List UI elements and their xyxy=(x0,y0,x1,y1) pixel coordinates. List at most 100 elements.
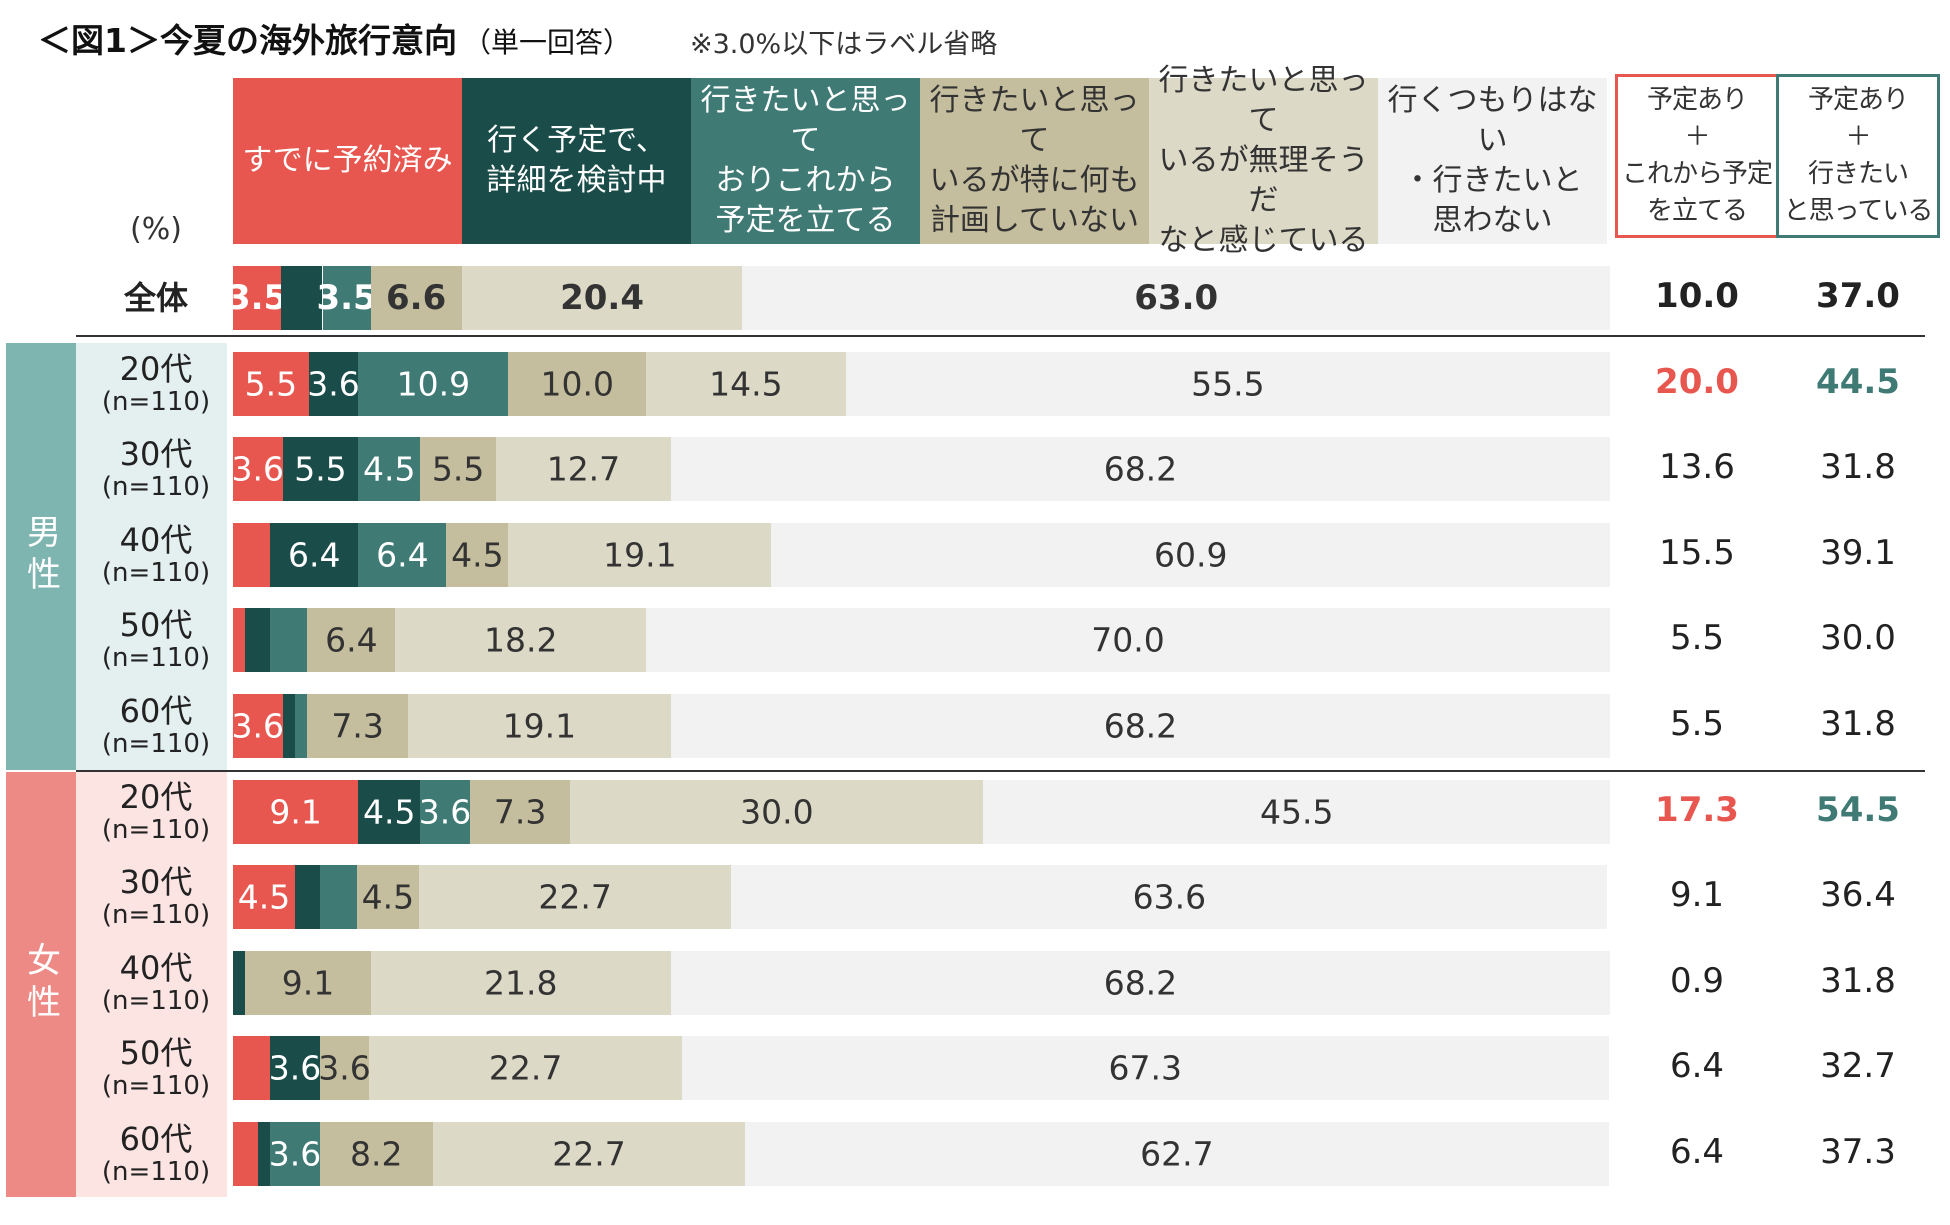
data-label: 55.5 xyxy=(1191,364,1265,404)
data-label: 5.5 xyxy=(294,449,347,489)
data-label: 5.5 xyxy=(431,449,485,489)
bar-segment-no_intent xyxy=(681,1036,1609,1101)
data-label: 3.6 xyxy=(418,792,472,832)
summary-value: 32.7 xyxy=(1820,1046,1896,1087)
bar-segment-planning xyxy=(270,1122,320,1186)
summary-value: 6.4 xyxy=(1669,1046,1725,1087)
row-label: 30代 (n=110) xyxy=(86,429,226,509)
data-label: 18.2 xyxy=(484,620,558,660)
bar-segment-no_plan xyxy=(319,1036,370,1101)
data-label: 3.6 xyxy=(231,449,285,489)
bar-segment-no_intent xyxy=(983,779,1610,844)
bar-segment-detailing xyxy=(281,266,323,330)
data-label: 6.4 xyxy=(376,535,429,575)
row-label-n: (n=110) xyxy=(101,557,211,588)
summary-value: 15.5 xyxy=(1659,532,1735,573)
data-label: 14.5 xyxy=(709,364,783,404)
group-label-male: 男性 xyxy=(6,342,76,770)
data-label: 60.9 xyxy=(1153,535,1228,575)
bar-segment-impossible xyxy=(370,950,671,1015)
data-label: 68.2 xyxy=(1103,963,1178,1003)
data-label: 9.1 xyxy=(269,792,322,832)
bar-segment-impossible xyxy=(570,779,984,844)
row-label-n: (n=110) xyxy=(101,1071,211,1102)
bar-segment-reserved xyxy=(233,694,283,758)
summary-value: 31.8 xyxy=(1820,704,1896,744)
bar-segment-impossible xyxy=(496,437,671,502)
row-label: 全体 xyxy=(86,258,226,338)
row-label: 20代 (n=110) xyxy=(86,344,226,424)
data-label: 10.0 xyxy=(540,364,614,404)
bar-segment-impossible xyxy=(369,1036,682,1101)
summary-value: 17.3 xyxy=(1655,789,1739,830)
bar-segment-reserved xyxy=(233,779,359,844)
row-label-age: 50代 xyxy=(119,1034,193,1073)
row-label: 60代 (n=110) xyxy=(86,1114,226,1194)
data-label: 3.6 xyxy=(231,706,285,746)
summary-value: 36.4 xyxy=(1820,875,1896,916)
bar-segment-impossible xyxy=(407,694,671,758)
bar-segment-no_intent xyxy=(771,522,1610,587)
bar-segment-detailing xyxy=(308,351,359,416)
bar-segment-no_intent xyxy=(670,694,1610,758)
bar-segment-no_plan xyxy=(370,266,462,330)
summary-value: 20.0 xyxy=(1655,361,1739,402)
chart-subtitle: （単一回答） xyxy=(462,26,631,59)
summary-value: 54.5 xyxy=(1816,789,1900,830)
summary-value: 0.9 xyxy=(1669,960,1725,1001)
data-label: 19.1 xyxy=(502,706,577,746)
group-label-female: 女性 xyxy=(6,771,76,1197)
row-label: 60代 (n=110) xyxy=(86,686,226,766)
separator-line xyxy=(76,769,1925,772)
row-label-n: (n=110) xyxy=(101,643,211,674)
data-label: 4.5 xyxy=(361,877,415,917)
summary-value: 13.6 xyxy=(1659,447,1735,488)
group-panel-female-bg xyxy=(76,771,227,1197)
data-label: 3.6 xyxy=(268,1048,322,1088)
bar-segment-detailing xyxy=(282,437,359,502)
data-label: 8.2 xyxy=(349,1134,403,1174)
data-label: 22.7 xyxy=(538,877,612,917)
bar-segment-no_plan xyxy=(420,437,496,502)
row-label-n: (n=110) xyxy=(101,472,211,503)
row-label-n: (n=110) xyxy=(101,985,211,1016)
group-panel-male-bg xyxy=(76,342,227,770)
row-label-age: 30代 xyxy=(119,863,193,902)
data-label: 4.5 xyxy=(363,449,416,489)
row-label-n: (n=110) xyxy=(101,814,211,845)
bar-segment-reserved xyxy=(233,351,309,416)
data-label: 3.6 xyxy=(268,1134,322,1174)
summary-value: 5.5 xyxy=(1669,618,1725,659)
data-label: 20.4 xyxy=(560,278,644,318)
legend-impossible: 行きたいと思って いるが無理そうだ なと感じている xyxy=(1149,63,1378,258)
row-label-age: 60代 xyxy=(119,1120,193,1158)
bar-segment-impossible xyxy=(395,608,647,673)
data-label: 9.1 xyxy=(281,963,335,1003)
data-label: 22.7 xyxy=(488,1048,563,1088)
summary-value: 31.8 xyxy=(1820,447,1896,488)
data-label: 3.6 xyxy=(318,1048,371,1088)
bar-segment-detailing xyxy=(270,522,359,587)
bar-segment-planning xyxy=(358,522,447,587)
bar-segment-no_plan xyxy=(319,1122,433,1186)
bar-segment-impossible xyxy=(508,522,772,587)
unit-label: (%) xyxy=(130,212,182,247)
row-label: 20代 (n=110) xyxy=(86,772,226,852)
bar-segment-reserved xyxy=(233,522,271,587)
data-label: 67.3 xyxy=(1108,1048,1182,1088)
data-label: 10.9 xyxy=(396,364,471,404)
bar-segment-no_plan xyxy=(508,351,647,416)
data-label: 19.1 xyxy=(603,535,677,575)
bar-segment-no_plan xyxy=(356,865,419,930)
row-label-n: (n=110) xyxy=(101,1157,211,1187)
data-label: 4.5 xyxy=(451,535,504,575)
summary-value: 44.5 xyxy=(1816,361,1900,402)
data-label: 4.5 xyxy=(237,877,291,917)
data-label: 68.2 xyxy=(1103,706,1178,746)
row-label-n: (n=110) xyxy=(101,386,211,417)
row-label-n: (n=110) xyxy=(101,900,211,931)
data-label: 22.7 xyxy=(552,1134,626,1174)
bar-segment-impossible xyxy=(461,266,743,330)
bar-segment-planning xyxy=(358,351,509,416)
bar-segment-reserved xyxy=(233,865,295,930)
